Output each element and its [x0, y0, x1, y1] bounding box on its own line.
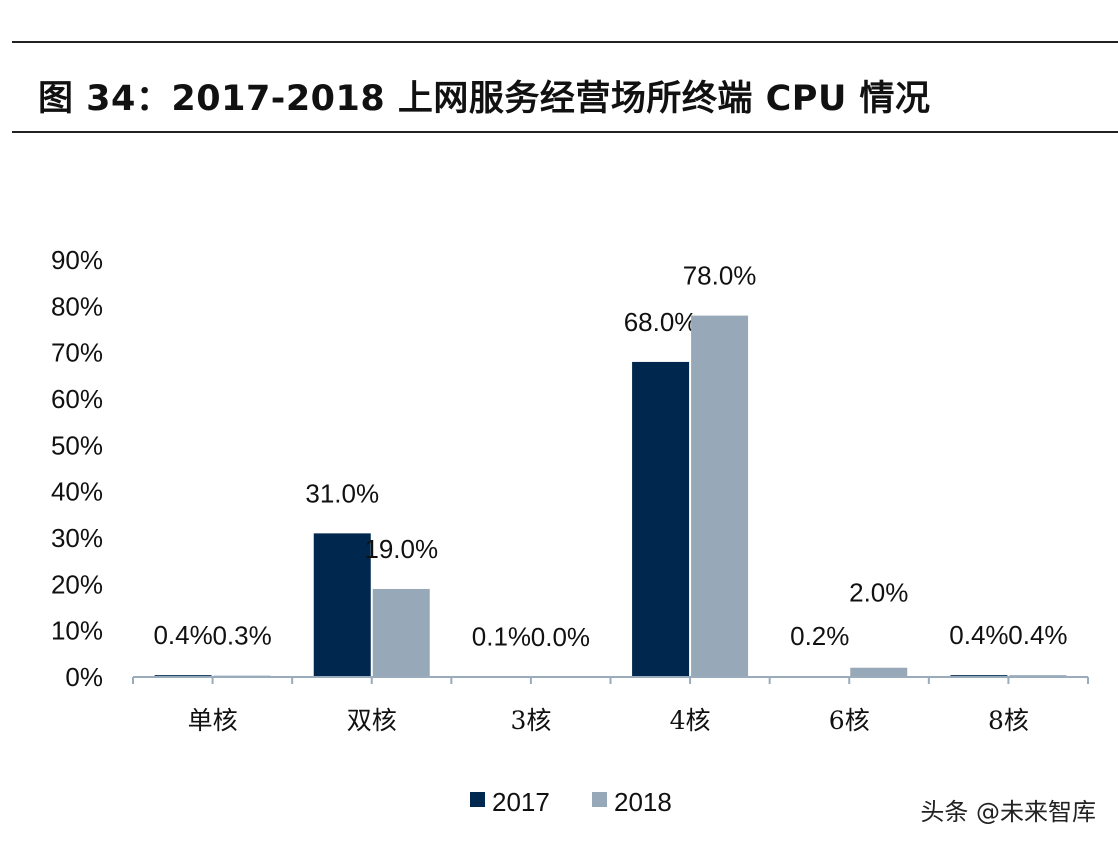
y-tick-label: 30%	[51, 523, 103, 553]
data-label: 2.0%	[849, 578, 908, 608]
legend-swatch-2018	[592, 792, 607, 807]
data-label: 0.4%	[153, 620, 212, 650]
title-bottom-rule	[12, 131, 1118, 133]
data-label: 0.1%	[472, 622, 531, 652]
data-label: 31.0%	[305, 478, 379, 508]
bar-2018	[372, 588, 430, 677]
data-label: 0.3%	[212, 621, 271, 651]
data-label: 68.0%	[624, 307, 698, 337]
y-tick-label: 90%	[51, 245, 103, 275]
y-tick-label: 0%	[65, 662, 103, 692]
legend-label: 2017	[492, 787, 550, 817]
x-tick-label: 双核	[347, 706, 397, 735]
bar-2017	[313, 533, 371, 677]
legend-label: 2018	[614, 787, 672, 817]
bar-2018	[691, 315, 749, 677]
x-tick-label: 3核	[510, 706, 551, 735]
x-tick-label: 单核	[188, 706, 238, 735]
bar-2017	[632, 361, 690, 677]
y-tick-label: 60%	[51, 384, 103, 414]
y-tick-label: 50%	[51, 430, 103, 460]
legend-swatch-2017	[470, 792, 485, 807]
data-label: 78.0%	[683, 261, 757, 291]
top-rule	[12, 41, 1118, 43]
data-label: 0.4%	[1008, 620, 1067, 650]
data-label: 19.0%	[364, 534, 438, 564]
x-tick-label: 4核	[670, 706, 711, 735]
data-label: 0.2%	[790, 621, 849, 651]
watermark: 头条 @未来智库	[920, 798, 1096, 826]
x-tick-label: 6核	[829, 706, 870, 735]
y-tick-label: 70%	[51, 338, 103, 368]
x-tick-label: 8核	[988, 706, 1029, 735]
bar-2018	[850, 667, 908, 677]
y-tick-label: 20%	[51, 569, 103, 599]
data-label: 0.0%	[531, 622, 590, 652]
figure-title: 图 34：2017-2018 上网服务经营场所终端 CPU 情况	[38, 79, 931, 119]
y-tick-label: 40%	[51, 477, 103, 507]
data-label: 0.4%	[949, 620, 1008, 650]
y-tick-label: 10%	[51, 616, 103, 646]
y-tick-label: 80%	[51, 291, 103, 321]
